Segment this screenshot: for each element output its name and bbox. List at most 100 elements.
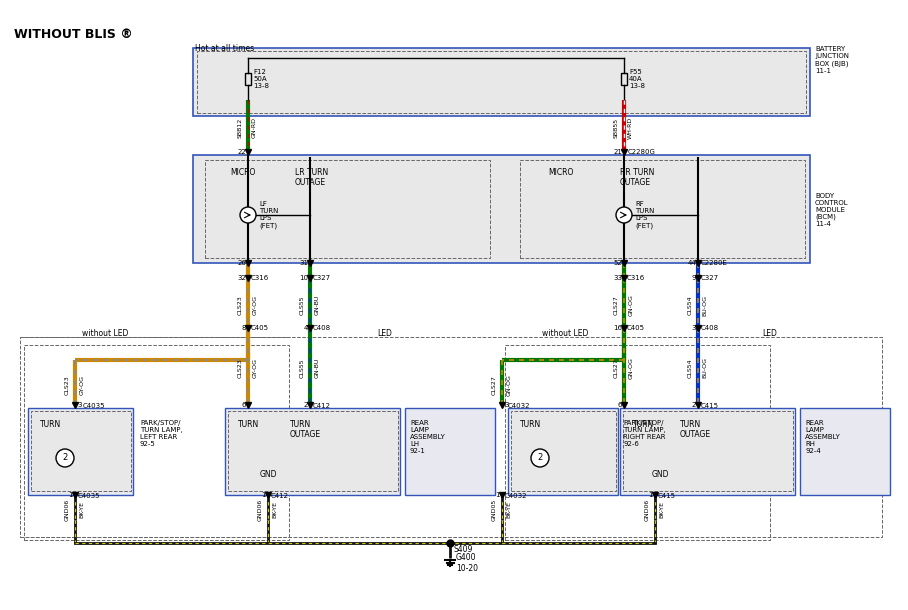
Text: SBB12: SBB12	[238, 118, 242, 138]
Text: CLS27: CLS27	[614, 295, 618, 315]
Text: TURN: TURN	[238, 420, 260, 429]
Text: REAR
LAMP
ASSEMBLY
LH
92-1: REAR LAMP ASSEMBLY LH 92-1	[410, 420, 446, 454]
Text: GN-BU: GN-BU	[314, 295, 320, 315]
Text: LED: LED	[378, 329, 392, 338]
Text: C327: C327	[313, 275, 331, 281]
Bar	[24, 345, 289, 540]
Text: C415: C415	[701, 403, 719, 409]
Text: CLS55: CLS55	[300, 295, 304, 315]
Text: LF
TURN
LPS
(FET): LF TURN LPS (FET)	[259, 201, 279, 229]
Text: BODY
CONTROL
MODULE
(BCM)
11-4: BODY CONTROL MODULE (BCM) 11-4	[815, 193, 849, 228]
Text: C405: C405	[251, 325, 269, 331]
Text: 2: 2	[303, 402, 308, 408]
Text: 3: 3	[77, 402, 82, 408]
Text: GN-BU: GN-BU	[314, 358, 320, 378]
Bar	[508, 408, 618, 495]
Bar	[405, 408, 495, 495]
Text: GND: GND	[651, 470, 669, 479]
Text: GY-OG: GY-OG	[252, 295, 258, 315]
Text: CLS27: CLS27	[491, 375, 497, 395]
Bar	[800, 408, 890, 495]
Circle shape	[616, 207, 632, 223]
Text: BK-YE: BK-YE	[272, 501, 278, 518]
Text: CLS23: CLS23	[238, 295, 242, 315]
Text: 26: 26	[237, 260, 246, 266]
Text: GN-OG: GN-OG	[628, 357, 634, 379]
Text: 6: 6	[617, 402, 622, 408]
Text: TURN
OUTAGE: TURN OUTAGE	[290, 420, 321, 439]
Text: C415: C415	[658, 493, 676, 499]
Text: REAR
LAMP
ASSEMBLY
RH
92-4: REAR LAMP ASSEMBLY RH 92-4	[805, 420, 841, 454]
Text: TURN: TURN	[40, 420, 61, 429]
Text: 1: 1	[262, 492, 266, 498]
Text: 31: 31	[299, 260, 308, 266]
Bar	[197, 51, 806, 113]
Text: PARK/STOP/
TURN LAMP,
LEFT REAR
92-5: PARK/STOP/ TURN LAMP, LEFT REAR 92-5	[140, 420, 183, 447]
Text: BATTERY
JUNCTION
BOX (BJB)
11-1: BATTERY JUNCTION BOX (BJB) 11-1	[815, 46, 849, 74]
Text: WH-RD: WH-RD	[627, 117, 633, 139]
Text: TURN
OUTAGE: TURN OUTAGE	[680, 420, 711, 439]
Text: 2: 2	[63, 453, 67, 462]
Text: GND05: GND05	[491, 499, 497, 521]
Text: MICRO: MICRO	[230, 168, 255, 177]
Text: PARK/STOP/
TURN LAMP,
RIGHT REAR
92-6: PARK/STOP/ TURN LAMP, RIGHT REAR 92-6	[623, 420, 666, 447]
Text: GN-OG: GN-OG	[507, 374, 511, 396]
Text: CLS54: CLS54	[687, 358, 693, 378]
Text: C412: C412	[313, 403, 331, 409]
Text: C408: C408	[701, 325, 719, 331]
Text: GY-OG: GY-OG	[80, 375, 84, 395]
Text: C327: C327	[701, 275, 719, 281]
Text: CLS23: CLS23	[238, 358, 242, 378]
Text: 10: 10	[299, 275, 308, 281]
Text: LED: LED	[763, 329, 777, 338]
Bar	[623, 411, 793, 491]
Text: 32: 32	[237, 275, 246, 281]
Text: BU-OG: BU-OG	[703, 295, 707, 315]
Text: CLS54: CLS54	[687, 295, 693, 315]
Text: SBB55: SBB55	[614, 118, 618, 138]
Text: TURN: TURN	[633, 420, 655, 429]
Text: CLS23: CLS23	[64, 375, 70, 395]
Text: C4032: C4032	[508, 403, 530, 409]
Bar	[511, 411, 616, 491]
Text: GN-OG: GN-OG	[628, 294, 634, 316]
Text: MICRO: MICRO	[548, 168, 573, 177]
Text: RR TURN
OUTAGE: RR TURN OUTAGE	[620, 168, 655, 187]
Text: GND06: GND06	[645, 499, 649, 521]
Text: GND: GND	[260, 470, 277, 479]
Text: 8: 8	[242, 325, 246, 331]
Text: C316: C316	[251, 275, 270, 281]
Text: Hot at all times: Hot at all times	[195, 44, 254, 53]
Text: 1: 1	[68, 492, 73, 498]
Text: without LED: without LED	[542, 329, 588, 338]
Bar	[620, 408, 795, 495]
Text: C4035: C4035	[78, 493, 101, 499]
Text: GN-RD: GN-RD	[252, 118, 256, 138]
Text: 4: 4	[303, 325, 308, 331]
Bar	[31, 411, 131, 491]
Text: 16: 16	[613, 325, 622, 331]
Text: C2280E: C2280E	[701, 260, 728, 266]
Bar	[225, 408, 400, 495]
Text: C408: C408	[313, 325, 331, 331]
Text: BU-OG: BU-OG	[703, 357, 707, 378]
Text: 6: 6	[242, 402, 246, 408]
Text: 33: 33	[613, 275, 622, 281]
Text: C4035: C4035	[83, 403, 105, 409]
Text: 2: 2	[538, 453, 543, 462]
Text: 3: 3	[504, 402, 508, 408]
Bar	[193, 48, 810, 116]
Bar	[228, 411, 398, 491]
Text: BK-YE: BK-YE	[80, 501, 84, 518]
Text: without LED: without LED	[82, 329, 128, 338]
Text: 9: 9	[692, 275, 696, 281]
Text: BK-YE: BK-YE	[507, 501, 511, 518]
Text: 1: 1	[648, 492, 653, 498]
Text: RF
TURN
LPS
(FET): RF TURN LPS (FET)	[635, 201, 655, 229]
Circle shape	[240, 207, 256, 223]
Text: C4032: C4032	[505, 493, 528, 499]
Text: TURN: TURN	[520, 420, 541, 429]
Bar	[28, 408, 133, 495]
Text: C412: C412	[271, 493, 289, 499]
Text: 52: 52	[613, 260, 622, 266]
